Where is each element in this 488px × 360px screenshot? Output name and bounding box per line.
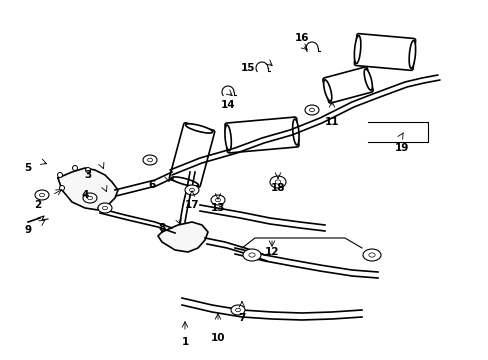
Ellipse shape: [408, 40, 415, 68]
Text: 9: 9: [24, 225, 32, 235]
Text: 4: 4: [81, 190, 88, 200]
Ellipse shape: [309, 108, 314, 112]
FancyBboxPatch shape: [224, 117, 298, 153]
Ellipse shape: [362, 249, 380, 261]
Ellipse shape: [185, 124, 212, 133]
Ellipse shape: [305, 105, 318, 115]
Ellipse shape: [40, 193, 44, 197]
Ellipse shape: [248, 253, 255, 257]
Text: 12: 12: [264, 247, 279, 257]
FancyBboxPatch shape: [322, 67, 372, 103]
Ellipse shape: [292, 119, 299, 145]
Text: 3: 3: [84, 170, 91, 180]
Ellipse shape: [354, 36, 360, 64]
Ellipse shape: [142, 155, 157, 165]
Ellipse shape: [83, 193, 97, 203]
Polygon shape: [158, 222, 207, 252]
Circle shape: [58, 172, 62, 177]
Text: 10: 10: [210, 333, 225, 343]
Ellipse shape: [189, 188, 194, 192]
Text: 13: 13: [210, 203, 225, 213]
Ellipse shape: [171, 177, 198, 186]
Ellipse shape: [368, 253, 374, 257]
Ellipse shape: [35, 190, 49, 200]
FancyBboxPatch shape: [169, 123, 214, 187]
Text: 19: 19: [394, 143, 408, 153]
FancyBboxPatch shape: [354, 33, 415, 70]
Ellipse shape: [235, 308, 240, 312]
Ellipse shape: [275, 180, 280, 184]
Text: 14: 14: [220, 100, 235, 110]
Text: 8: 8: [158, 223, 165, 233]
Ellipse shape: [364, 69, 371, 90]
Ellipse shape: [323, 80, 331, 101]
Text: 11: 11: [324, 117, 339, 127]
Ellipse shape: [243, 249, 261, 261]
Ellipse shape: [269, 176, 285, 188]
Text: 15: 15: [240, 63, 255, 73]
Polygon shape: [58, 168, 118, 210]
Ellipse shape: [230, 305, 244, 315]
Ellipse shape: [184, 185, 199, 195]
Text: 2: 2: [34, 200, 41, 210]
Text: 5: 5: [24, 163, 32, 173]
Ellipse shape: [224, 125, 231, 151]
Circle shape: [60, 185, 64, 190]
Text: 18: 18: [270, 183, 285, 193]
Text: 1: 1: [181, 337, 188, 347]
Ellipse shape: [147, 158, 152, 162]
Text: 6: 6: [148, 180, 155, 190]
Ellipse shape: [87, 196, 92, 200]
Text: 16: 16: [294, 33, 308, 43]
Text: 17: 17: [184, 200, 199, 210]
Text: 7: 7: [238, 313, 245, 323]
Ellipse shape: [210, 195, 224, 205]
Ellipse shape: [215, 198, 220, 202]
Circle shape: [85, 167, 90, 172]
Circle shape: [72, 166, 77, 171]
Ellipse shape: [102, 206, 107, 210]
Ellipse shape: [98, 203, 112, 213]
